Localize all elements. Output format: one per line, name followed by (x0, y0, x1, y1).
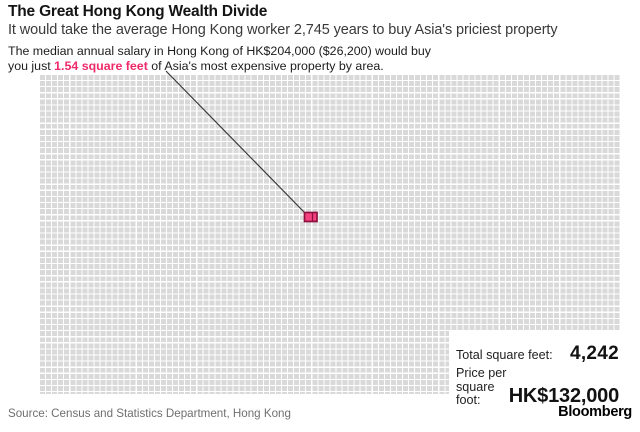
annotation-highlight-value: 1.54 square feet (54, 59, 148, 73)
annotation-line1: The median annual salary in Hong Kong of… (8, 44, 431, 58)
price-per-square-foot-row: Price per square foot: HK$132,000 (456, 366, 620, 408)
chart-subtitle: It would take the average Hong Kong work… (8, 22, 558, 38)
source-attribution: Source: Census and Statistics Department… (8, 407, 291, 420)
bloomberg-logo: Bloomberg (558, 404, 632, 420)
total-square-feet-row: Total square feet: 4,242 (456, 343, 619, 365)
total-square-feet-value: 4,242 (569, 343, 619, 364)
stats-box: Total square feet: 4,242 Price per squar… (449, 330, 640, 407)
annotation-line2-pre: you just (8, 59, 55, 73)
annotation-text: The median annual salary in Hong Kong of… (8, 44, 468, 74)
waffle-unit-grid (40, 75, 621, 394)
price-per-square-foot-value: HK$132,000 (508, 384, 620, 407)
annotation-line2-post: of Asia's most expensive property by are… (147, 59, 384, 73)
chart-title: The Great Hong Kong Wealth Divide (8, 3, 268, 20)
price-per-square-foot-label: Price per square foot: (456, 366, 507, 407)
total-square-feet-label: Total square feet: (456, 348, 553, 362)
